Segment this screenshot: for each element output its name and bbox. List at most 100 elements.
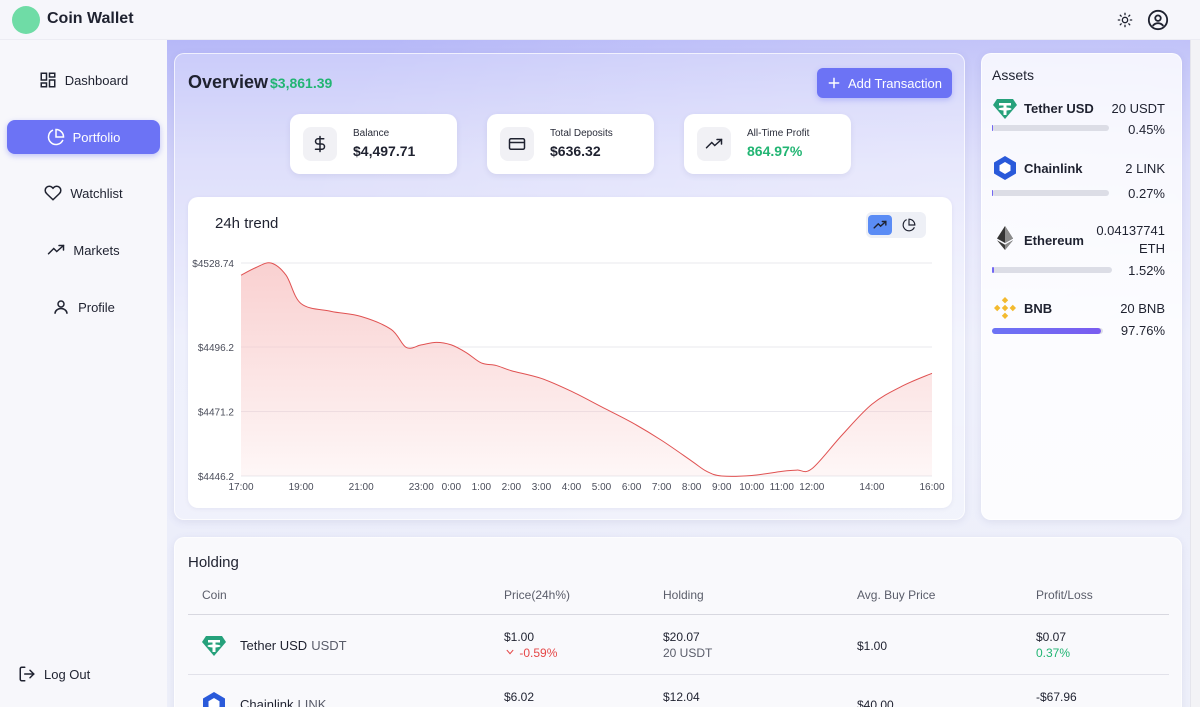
profit-loss-cell: $0.07 0.37% <box>1036 630 1071 660</box>
x-tick-label: 14:00 <box>859 482 884 493</box>
holding-title: Holding <box>188 554 239 571</box>
asset-item-tether[interactable]: Tether USD 20 USDT 0.45% <box>992 96 1167 137</box>
sidebar-item-profile[interactable]: Profile <box>7 290 160 324</box>
profit-loss-cell: -$67.96 <box>1036 690 1077 704</box>
tether-logo-icon <box>993 99 1017 119</box>
sidebar-item-label: Profile <box>78 299 115 315</box>
balance-stat-card: Balance $4,497.71 <box>290 114 457 174</box>
overview-total: $3,861.39 <box>270 75 333 91</box>
asset-item-chainlink[interactable]: Chainlink 2 LINK 0.27% <box>992 155 1167 201</box>
x-tick-label: 0:00 <box>442 482 462 493</box>
table-row[interactable]: Tether USD USDT $1.00 -0.59% $20.07 20 US… <box>188 615 1169 675</box>
holding-table-header: Coin Price(24h%) Holding Avg. Buy Price … <box>188 582 1169 615</box>
x-tick-label: 16:00 <box>919 482 944 493</box>
sidebar-item-label: Watchlist <box>70 185 123 201</box>
asset-share-bar <box>992 267 1112 273</box>
asset-share-bar <box>992 125 1109 131</box>
deposits-stat-card: Total Deposits $636.32 <box>487 114 654 174</box>
theme-toggle-sun-icon[interactable] <box>1113 8 1137 32</box>
coin-name: Tether USD USDT <box>240 638 347 653</box>
asset-item-ethereum[interactable]: Ethereum 0.04137741 ETH 1.52% <box>992 219 1167 279</box>
asset-amount: 0.04137741 ETH <box>1096 223 1165 256</box>
tether-logo-icon <box>202 636 226 656</box>
plus-icon <box>828 77 840 89</box>
sidebar-item-markets[interactable]: Markets <box>7 233 160 267</box>
app-title: Coin Wallet <box>47 10 134 27</box>
x-tick-label: 4:00 <box>562 482 582 493</box>
add-transaction-label: Add Transaction <box>848 75 942 91</box>
line-chart-toggle-button[interactable] <box>868 215 892 235</box>
asset-name: Ethereum <box>1024 233 1084 248</box>
chainlink-logo-icon <box>203 692 225 707</box>
asset-item-bnb[interactable]: BNB 20 BNB 97.76% <box>992 294 1167 344</box>
asset-name: Chainlink <box>1024 161 1083 176</box>
sidebar-item-dashboard[interactable]: Dashboard <box>7 63 160 97</box>
trending-up-icon <box>48 244 65 255</box>
x-tick-label: 17:00 <box>228 482 253 493</box>
asset-amount: 20 BNB <box>1120 301 1165 316</box>
holding-cell: $20.07 20 USDT <box>663 630 713 660</box>
x-tick-label: 12:00 <box>799 482 824 493</box>
x-tick-label: 11:00 <box>770 482 795 493</box>
column-header-profit-loss[interactable]: Profit/Loss <box>1036 588 1093 602</box>
asset-share-fill <box>992 190 994 196</box>
column-header-coin[interactable]: Coin <box>202 588 227 602</box>
pie-chart-icon <box>902 218 916 232</box>
x-tick-label: 7:00 <box>652 482 672 493</box>
chevron-down-icon <box>506 649 514 655</box>
stat-value: $4,497.71 <box>353 143 416 159</box>
holding-card: Holding Coin Price(24h%) Holding Avg. Bu… <box>174 537 1182 707</box>
top-bar: Coin Wallet <box>0 0 1200 40</box>
column-header-avg-buy-price[interactable]: Avg. Buy Price <box>857 588 936 602</box>
asset-share-fill <box>992 125 994 131</box>
logout-label: Log Out <box>44 666 91 682</box>
sidebar-item-label: Portfolio <box>72 129 121 145</box>
trend-chart-card: 24h trend $4528.74 $4496.2 $4471.2 $4446.2 1… <box>188 197 952 508</box>
asset-percent: 1.52% <box>1128 263 1165 278</box>
price-cell: $1.00 -0.59% <box>504 630 558 661</box>
asset-percent: 0.45% <box>1128 122 1165 137</box>
account-circle-icon[interactable] <box>1146 8 1170 32</box>
dollar-icon <box>303 127 337 161</box>
x-tick-label: 8:00 <box>682 482 702 493</box>
stat-label: Balance <box>353 128 390 139</box>
x-tick-label: 1:00 <box>472 482 492 493</box>
stat-label: All-Time Profit <box>747 128 810 139</box>
logout-icon <box>19 666 35 682</box>
column-header-price[interactable]: Price(24h%) <box>504 588 571 602</box>
trend-area <box>241 262 932 477</box>
user-icon <box>54 300 68 314</box>
stat-value: 864.97% <box>747 143 803 159</box>
asset-percent: 97.76% <box>1120 323 1165 338</box>
add-transaction-button[interactable]: Add Transaction <box>817 68 952 98</box>
pie-chart-toggle-button[interactable] <box>897 215 921 235</box>
asset-percent: 0.27% <box>1128 186 1165 201</box>
table-row[interactable]: Chainlink LINK $6.02 $12.04 $40.00 -$67.9… <box>188 675 1169 707</box>
sidebar-item-label: Markets <box>73 242 120 258</box>
column-header-holding[interactable]: Holding <box>663 588 704 602</box>
avg-buy-cell: $1.00 <box>857 639 888 653</box>
pie-chart-icon <box>47 128 64 146</box>
coin-name: Chainlink LINK <box>240 697 327 707</box>
sidebar-item-portfolio[interactable]: Portfolio <box>7 120 160 154</box>
price-change: -0.59% <box>504 645 557 661</box>
asset-share-fill <box>992 328 1101 334</box>
trend-line <box>240 262 933 477</box>
bnb-logo-icon <box>994 297 1016 319</box>
credit-card-icon <box>500 127 534 161</box>
trending-up-icon <box>873 220 887 229</box>
asset-name: BNB <box>1024 301 1053 316</box>
heart-icon <box>44 185 62 201</box>
price-cell: $6.02 <box>504 690 535 704</box>
stat-value: $636.32 <box>550 143 601 159</box>
sidebar-item-watchlist[interactable]: Watchlist <box>7 176 160 210</box>
sidebar: Dashboard Portfolio Watchlist Markets Pr… <box>0 40 167 707</box>
asset-share-fill <box>992 267 994 273</box>
sidebar-item-label: Dashboard <box>64 72 129 88</box>
x-tick-label: 6:00 <box>622 482 642 493</box>
trend-chart: $4528.74 $4496.2 $4471.2 $4446.217:00 19:00 2… <box>192 259 945 493</box>
logout-button[interactable]: Log Out <box>18 665 90 683</box>
scrollbar[interactable] <box>1190 40 1200 707</box>
y-tick-label: $4471.2 <box>198 407 235 418</box>
asset-share-bar <box>992 328 1103 334</box>
